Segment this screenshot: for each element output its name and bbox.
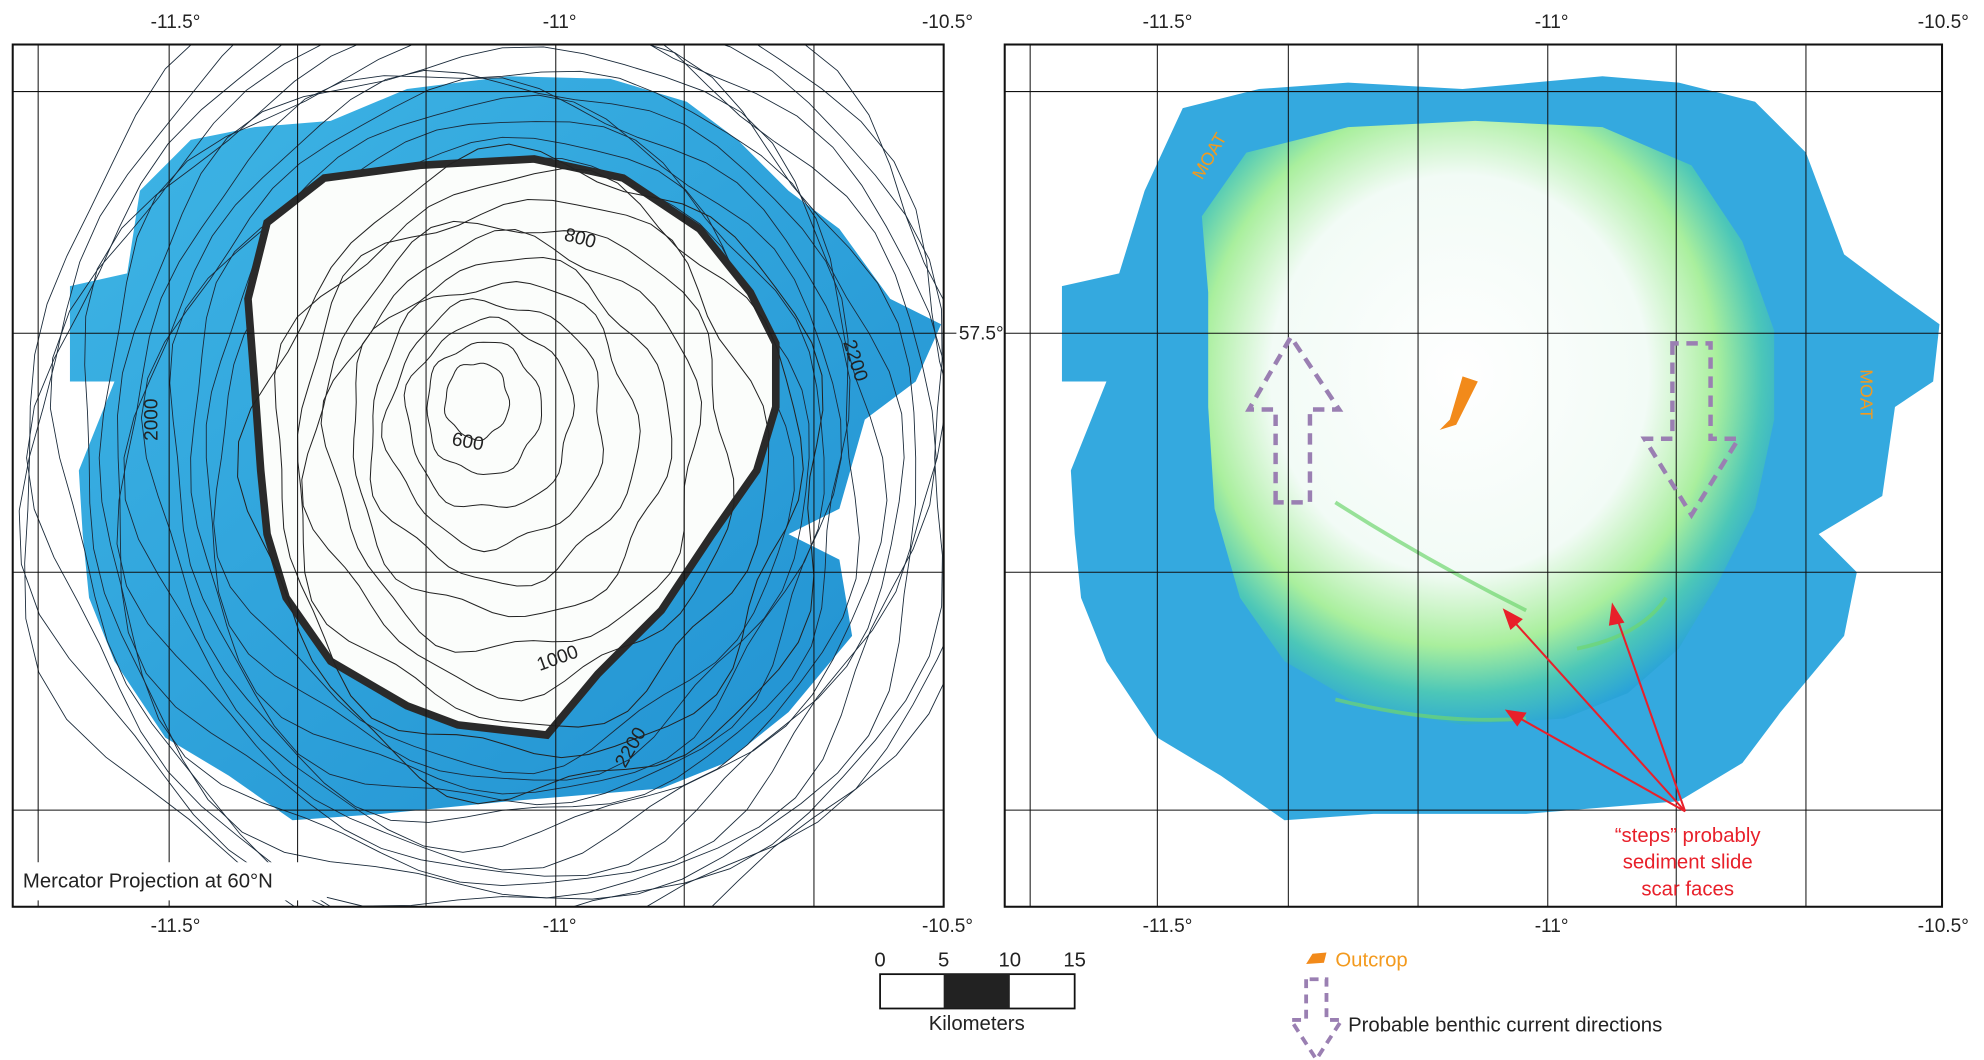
figure: -11.5° -11° -10.5° -11.5° -11° -10.5° 57…: [0, 0, 1984, 1060]
scale-tick: 5: [938, 950, 949, 972]
legend-outcrop-symbol: [1306, 953, 1326, 964]
projection-note: Mercator Projection at 60°N: [23, 871, 273, 893]
tick-label: -11.5°: [1143, 916, 1193, 937]
tick-label: -10.5°: [922, 916, 973, 937]
tick-label: 57.5°: [959, 324, 1004, 345]
right-map: [1062, 76, 1940, 820]
scale-unit: Kilometers: [929, 1013, 1025, 1035]
tick-label: -11.5°: [151, 916, 201, 937]
moat-label: MOAT: [1857, 369, 1877, 419]
tick-label: -10.5°: [1918, 916, 1969, 937]
contour-label: 2000: [142, 398, 163, 440]
tick-label: -11°: [543, 12, 577, 33]
legend: Outcrop Probable benthic current directi…: [1291, 950, 1662, 1060]
scale-bar: 0 5 10 15 Kilometers: [874, 950, 1086, 1036]
tick-label: -11°: [1535, 12, 1569, 33]
annotation: sediment slide: [1623, 852, 1753, 874]
scale-tick: 0: [874, 950, 885, 972]
left-map: [19, 0, 998, 974]
tick-label: -10.5°: [922, 12, 973, 33]
tick-label: -10.5°: [1918, 12, 1969, 33]
tick-label: -11.5°: [1143, 12, 1193, 33]
annotation: scar faces: [1641, 878, 1734, 900]
scale-tick: 15: [1063, 950, 1086, 972]
tick-label: -11.5°: [151, 12, 201, 33]
annotation: “steps” probably: [1615, 825, 1762, 847]
tick-label: -11°: [1535, 916, 1569, 937]
scale-tick: 10: [998, 950, 1021, 972]
legend-label: Outcrop: [1335, 950, 1407, 972]
page: {"left_panel":{"top_ticks":["-11.5°","-1…: [0, 0, 1984, 1060]
tick-label: -11°: [543, 916, 577, 937]
legend-label: Probable benthic current directions: [1348, 1014, 1662, 1036]
legend-current-symbol: [1291, 979, 1342, 1059]
